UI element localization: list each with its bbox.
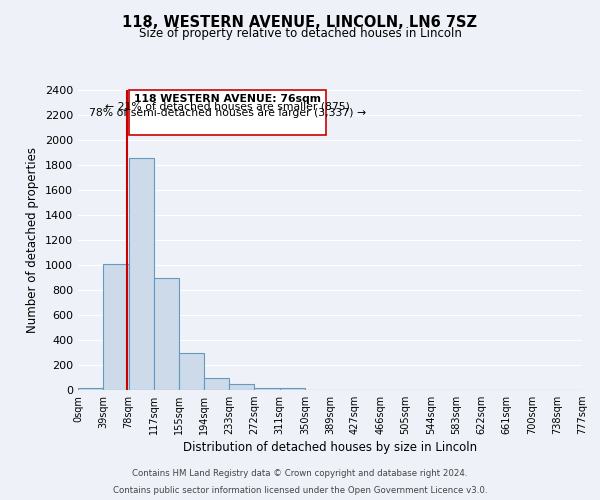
Bar bbox=[103, 264, 128, 390]
Bar bbox=[280, 388, 305, 390]
Bar bbox=[229, 384, 254, 390]
X-axis label: Distribution of detached houses by size in Lincoln: Distribution of detached houses by size … bbox=[183, 442, 477, 454]
Bar bbox=[78, 388, 103, 390]
Bar bbox=[154, 278, 179, 390]
Y-axis label: Number of detached properties: Number of detached properties bbox=[26, 147, 40, 333]
Bar bbox=[254, 388, 280, 390]
Text: Contains public sector information licensed under the Open Government Licence v3: Contains public sector information licen… bbox=[113, 486, 487, 495]
Text: Size of property relative to detached houses in Lincoln: Size of property relative to detached ho… bbox=[139, 28, 461, 40]
Text: 118, WESTERN AVENUE, LINCOLN, LN6 7SZ: 118, WESTERN AVENUE, LINCOLN, LN6 7SZ bbox=[122, 15, 478, 30]
FancyBboxPatch shape bbox=[128, 90, 326, 135]
Bar bbox=[128, 158, 154, 390]
Text: Contains HM Land Registry data © Crown copyright and database right 2024.: Contains HM Land Registry data © Crown c… bbox=[132, 468, 468, 477]
Text: ← 21% of detached houses are smaller (875): ← 21% of detached houses are smaller (87… bbox=[105, 101, 350, 112]
Bar bbox=[204, 378, 229, 390]
Text: 118 WESTERN AVENUE: 76sqm: 118 WESTERN AVENUE: 76sqm bbox=[134, 94, 321, 104]
Bar bbox=[179, 352, 204, 390]
Text: 78% of semi-detached houses are larger (3,337) →: 78% of semi-detached houses are larger (… bbox=[89, 108, 366, 118]
